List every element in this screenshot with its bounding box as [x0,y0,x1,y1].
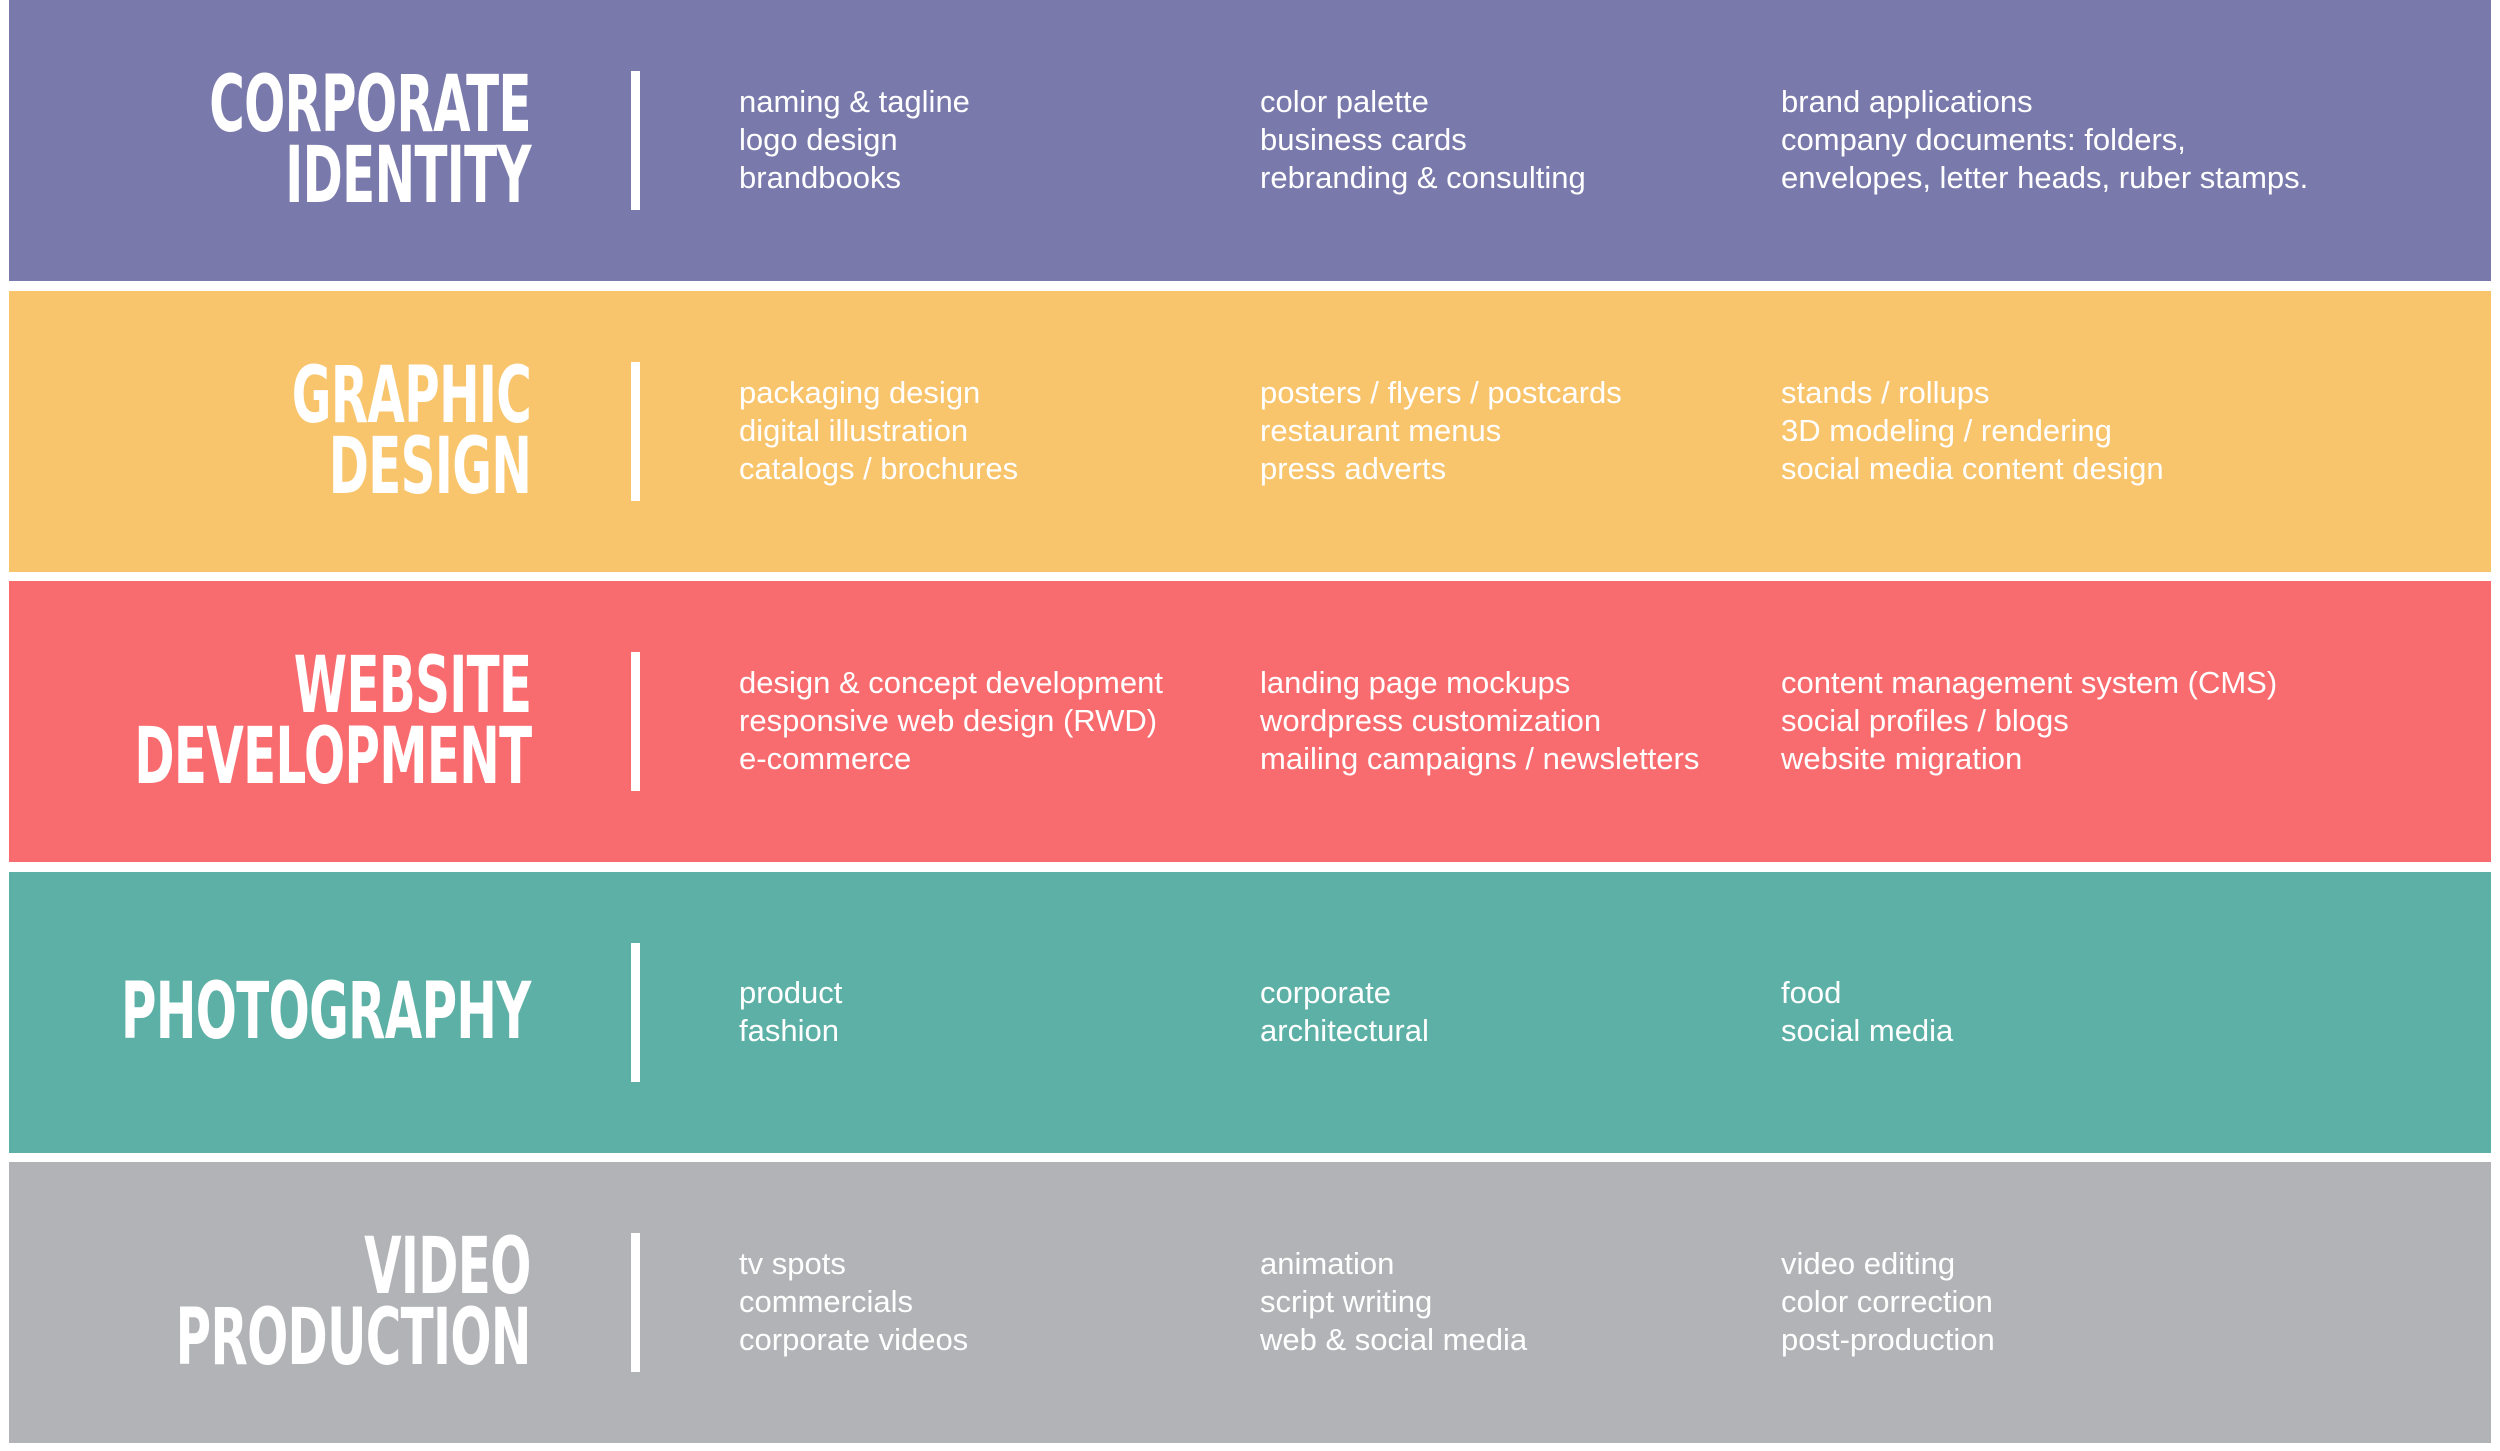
service-band-corporate-identity: CORPORATE IDENTITY naming & tagline logo… [9,0,2491,281]
band-title-line: VIDEO [364,1221,531,1312]
service-column: naming & tagline logo design brandbooks [739,83,970,197]
service-item: naming & tagline [739,84,970,119]
service-column: packaging design digital illustration ca… [739,374,1018,488]
service-item: brandbooks [739,160,902,195]
service-item: website migration [1781,741,2023,776]
service-item: mailing campaigns / newsletters [1260,741,1700,776]
service-item: logo design [739,122,898,157]
vertical-divider [631,71,640,210]
service-column: tv spots commercials corporate videos [739,1245,968,1359]
service-column: food social media [1781,974,1953,1050]
service-column: landing page mockups wordpress customiza… [1260,664,1699,778]
service-item: content management system (CMS) [1781,665,2278,700]
band-title-line: WEBSITE [293,640,531,731]
service-column: content management system (CMS) social p… [1781,664,2277,778]
service-item: product [739,975,843,1010]
service-column: stands / rollups 3D modeling / rendering… [1781,374,2164,488]
vertical-divider [631,943,640,1082]
service-item: 3D modeling / rendering [1781,413,2112,448]
service-item: post-production [1781,1322,1995,1357]
service-item: packaging design [739,375,981,410]
service-column: posters / flyers / postcards restaurant … [1260,374,1622,488]
service-item: social profiles / blogs [1781,703,2069,738]
service-item: corporate videos [739,1322,969,1357]
service-band-website-development: WEBSITE DEVELOPMENT design & concept dev… [9,581,2491,862]
service-item: catalogs / brochures [739,451,1019,486]
service-item: restaurant menus [1260,413,1502,448]
service-column: corporate architectural [1260,974,1429,1050]
service-item: landing page mockups [1260,665,1571,700]
band-title-line: DESIGN [328,421,532,512]
service-item: business cards [1260,122,1467,157]
service-item: brand applications [1781,84,2033,119]
band-title: GRAPHIC DESIGN [291,291,532,572]
service-item: stands / rollups [1781,375,1990,410]
service-item: video editing [1781,1246,1956,1281]
service-band-video-production: VIDEO PRODUCTION tv spots commercials co… [9,1162,2491,1443]
service-column: animation script writing web & social me… [1260,1245,1527,1359]
service-item: company documents: folders, [1781,122,2186,157]
band-title-line: GRAPHIC [291,350,532,441]
band-title-line: IDENTITY [285,130,531,221]
band-title-line: PRODUCTION [175,1292,532,1383]
service-band-photography: PHOTOGRAPHY product fashion corporate ar… [9,872,2491,1153]
service-item: digital illustration [739,413,969,448]
band-title-line: CORPORATE [209,59,531,150]
service-item: food [1781,975,1842,1010]
band-title: VIDEO PRODUCTION [175,1162,532,1443]
vertical-divider [631,1233,640,1372]
service-item: color palette [1260,84,1429,119]
band-title-line: PHOTOGRAPHY [121,967,531,1057]
service-item: wordpress customization [1260,703,1602,738]
service-item: script writing [1260,1284,1433,1319]
vertical-divider [631,652,640,791]
band-title: PHOTOGRAPHY [121,872,531,1153]
service-item: posters / flyers / postcards [1260,375,1622,410]
service-item: social media content design [1781,451,2164,486]
service-item: architectural [1260,1013,1429,1048]
service-item: corporate [1260,975,1391,1010]
service-item: commercials [739,1284,913,1319]
service-item: animation [1260,1246,1395,1281]
service-column: video editing color correction post-prod… [1781,1245,1995,1359]
service-column: product fashion [739,974,842,1050]
service-item: color correction [1781,1284,1993,1319]
service-item: rebranding & consulting [1260,160,1586,195]
service-column: brand applications company documents: fo… [1781,83,2308,197]
service-item: e-commerce [739,741,912,776]
band-title: CORPORATE IDENTITY [209,0,531,281]
service-item: tv spots [739,1246,846,1281]
vertical-divider [631,362,640,501]
service-item: responsive web design (RWD) [739,703,1158,738]
service-item: press adverts [1260,451,1447,486]
band-title: WEBSITE DEVELOPMENT [133,581,532,862]
service-item: fashion [739,1013,839,1048]
service-item: web & social media [1260,1322,1528,1357]
service-band-graphic-design: GRAPHIC DESIGN packaging design digital … [9,291,2491,572]
service-column: color palette business cards rebranding … [1260,83,1586,197]
service-item: envelopes, letter heads, ruber stamps. [1781,160,2309,195]
service-column: design & concept development responsive … [739,664,1163,778]
service-item: design & concept development [739,665,1163,700]
band-title-line: DEVELOPMENT [133,711,532,802]
service-item: social media [1781,1013,1954,1048]
